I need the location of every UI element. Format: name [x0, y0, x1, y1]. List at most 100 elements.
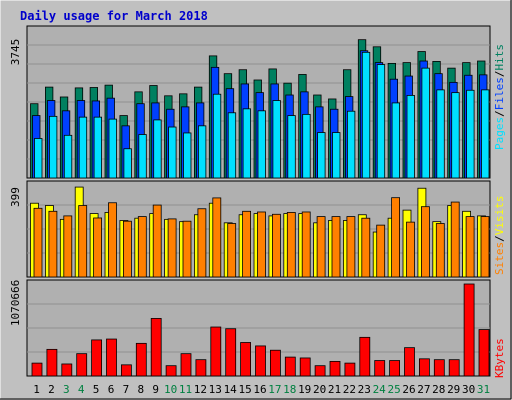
day-label-10: 10 [164, 383, 177, 396]
day-label-15: 15 [238, 383, 251, 396]
kbytes-bar-day-9 [150, 318, 162, 377]
day-label-13: 13 [209, 383, 222, 396]
day-label-27: 27 [417, 383, 430, 396]
sites-bar-day-26 [406, 221, 415, 278]
kbytes-bar-day-30 [463, 283, 475, 377]
sites-bar-day-28 [435, 223, 445, 278]
kbytes-bar-day-22 [344, 362, 356, 377]
sites-bar-day-30 [465, 216, 475, 278]
day-label-16: 16 [253, 383, 266, 396]
pages-bar-day-26 [406, 95, 415, 179]
day-label-14: 14 [224, 383, 238, 396]
day-label-23: 23 [358, 383, 371, 396]
day-label-11: 11 [179, 383, 192, 396]
day-label-3: 3 [63, 383, 70, 396]
day-label-1: 1 [33, 383, 40, 396]
pages-bar-day-21 [332, 132, 341, 179]
legend-files: Files [493, 77, 506, 110]
day-label-30: 30 [462, 383, 475, 396]
bottom-ymax-label: 1070666 [9, 280, 22, 326]
sites-bar-day-2 [48, 210, 58, 278]
kbytes-bar-day-15 [240, 342, 252, 377]
sites-bar-day-31 [480, 216, 490, 278]
middle-ymax-label: 399 [9, 187, 22, 207]
kbytes-bar-day-3 [61, 363, 73, 377]
kbytes-bar-day-23 [359, 336, 371, 377]
legend-visits: Visits [493, 196, 506, 236]
sites-bar-day-29 [450, 201, 460, 278]
kbytes-bar-day-6 [106, 338, 117, 377]
pages-bar-day-29 [451, 92, 460, 179]
legend-sep-3: / [493, 235, 506, 242]
day-label-28: 28 [432, 383, 445, 396]
pages-bar-day-3 [63, 134, 73, 179]
sites-bar-day-5 [93, 217, 102, 278]
day-label-22: 22 [343, 383, 356, 396]
pages-bar-day-19 [302, 113, 311, 179]
kbytes-bar-day-21 [329, 360, 341, 377]
sites-bar-day-18 [286, 212, 296, 278]
pages-bar-day-1 [34, 138, 43, 179]
pages-bar-day-14 [227, 112, 237, 179]
day-label-5: 5 [93, 383, 100, 396]
panels [26, 25, 491, 377]
sites-bar-day-22 [346, 216, 356, 278]
kbytes-bar-day-5 [91, 339, 102, 377]
day-label-21: 21 [328, 383, 341, 396]
kbytes-bar-day-27 [418, 358, 430, 377]
day-label-24: 24 [373, 383, 387, 396]
top-legend: Pages/Files/Hits [493, 44, 506, 150]
pages-bar-day-7 [123, 148, 132, 179]
pages-bar-day-24 [376, 64, 386, 179]
sites-bar-day-8 [137, 216, 147, 278]
kbytes-bar-day-24 [374, 360, 386, 377]
pages-bar-day-12 [197, 125, 207, 179]
kbytes-bar-day-20 [314, 365, 326, 377]
day-label-20: 20 [313, 383, 326, 396]
sites-bar-day-20 [316, 216, 326, 278]
kbytes-bar-day-25 [389, 360, 401, 377]
pages-bar-day-10 [168, 126, 177, 179]
sites-bar-day-24 [376, 224, 386, 278]
day-label-9: 9 [152, 383, 159, 396]
legend-sep-1: / [493, 110, 506, 117]
kbytes-bar-day-18 [284, 356, 296, 377]
kbytes-bar-day-14 [225, 328, 237, 377]
sites-bar-day-11 [182, 220, 192, 278]
kbytes-bar-day-10 [165, 365, 177, 377]
legend-pages: Pages [493, 117, 506, 150]
day-label-6: 6 [108, 383, 115, 396]
sites-bar-day-3 [63, 215, 73, 278]
pages-bar-day-2 [49, 115, 58, 179]
day-label-18: 18 [283, 383, 296, 396]
kbytes-bar-day-28 [433, 359, 445, 377]
pages-bar-day-16 [257, 110, 266, 179]
kbytes-bar-day-16 [255, 345, 266, 377]
pages-bar-day-17 [272, 100, 281, 179]
kbytes-bar-day-11 [180, 353, 192, 377]
sites-bar-day-9 [152, 204, 162, 278]
day-labels: 1 2 3 4 5 6 7 8 9 10 11 12 13 14 15 16 17 18 19 20 21 22 23 24 2… [33, 383, 490, 396]
kbytes-bar-day-7 [121, 364, 132, 377]
kbytes-bar-day-17 [269, 349, 281, 377]
sites-bar-day-6 [108, 202, 117, 278]
day-label-29: 29 [447, 383, 460, 396]
day-label-19: 19 [298, 383, 311, 396]
pages-bar-day-11 [183, 132, 192, 179]
sites-bar-day-16 [257, 211, 266, 278]
kbytes-bar-day-1 [31, 362, 43, 377]
pages-bar-day-27 [421, 67, 430, 179]
sites-bar-day-21 [331, 216, 341, 278]
pages-bar-day-18 [287, 115, 296, 179]
sites-bar-day-12 [197, 208, 207, 278]
pages-bar-day-25 [391, 102, 401, 179]
pages-bar-day-6 [108, 118, 117, 179]
day-label-4: 4 [78, 383, 85, 396]
kbytes-bar-day-26 [404, 347, 415, 377]
kbytes-bar-day-31 [478, 329, 490, 377]
pages-bar-day-4 [78, 116, 88, 179]
pages-bar-day-23 [361, 51, 371, 179]
pages-bar-day-22 [346, 110, 356, 179]
day-label-12: 12 [194, 383, 207, 396]
